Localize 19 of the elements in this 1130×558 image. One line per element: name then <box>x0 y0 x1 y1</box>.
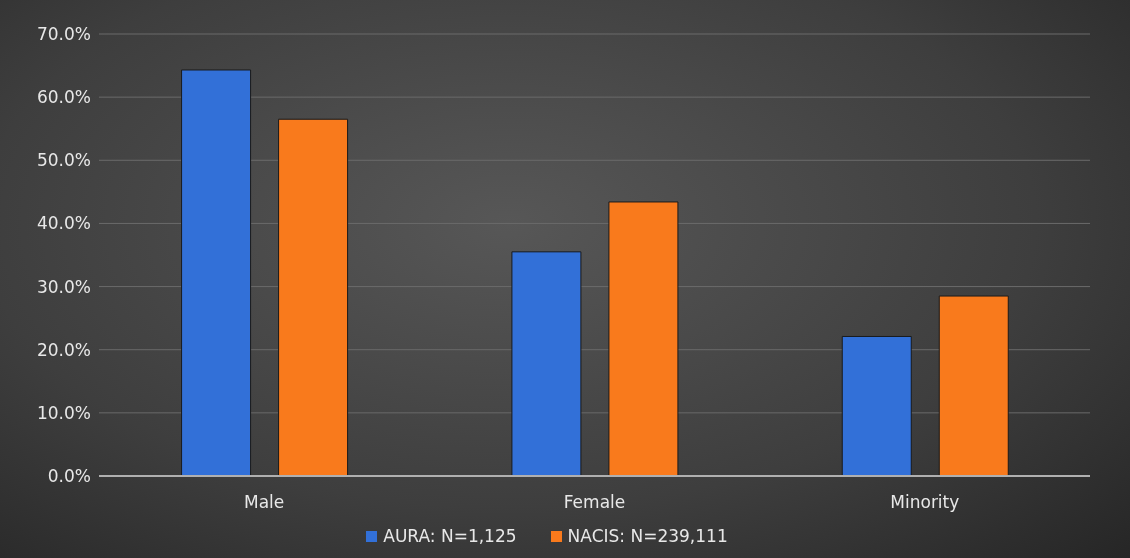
bar <box>181 69 252 476</box>
x-tick-label: Minority <box>890 492 960 513</box>
y-tick-label: 30.0% <box>36 276 91 297</box>
y-tick-label: 40.0% <box>36 213 91 234</box>
y-tick-label: 50.0% <box>36 150 91 171</box>
x-tick-label: Male <box>244 492 285 513</box>
y-tick-label: 10.0% <box>36 402 91 423</box>
legend-label: NACIS: N=239,111 <box>567 526 728 546</box>
y-tick-label: 70.0% <box>36 24 91 45</box>
bar <box>841 335 912 476</box>
bar <box>278 118 349 476</box>
y-tick-label: 0.0% <box>47 466 91 487</box>
y-tick-label: 20.0% <box>36 339 91 360</box>
bar <box>511 251 582 476</box>
text: AURA: N=1,125 <box>383 526 517 546</box>
x-tick-label: Female <box>563 492 626 513</box>
y-tick-label: 60.0% <box>36 87 91 108</box>
bar <box>608 201 679 476</box>
bar <box>938 295 1009 476</box>
